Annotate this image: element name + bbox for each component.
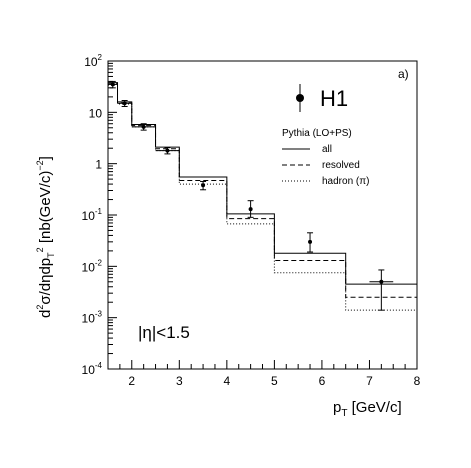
y-tick-label: 10-3: [82, 310, 103, 326]
histogram-dashed: [108, 83, 417, 298]
x-tick-label: 8: [414, 374, 421, 388]
y-tick-label: 10-2: [82, 258, 103, 274]
x-axis-title: pT [GeV/c]: [333, 399, 402, 419]
y-tick-label: 10-4: [82, 361, 103, 377]
y-tick-label: 10-1: [82, 207, 103, 223]
x-tick-labels: 2 3 4 5 6 7 8: [128, 374, 420, 388]
data-point: [122, 101, 127, 106]
y-tick-label: 10: [89, 106, 103, 120]
data-point: [110, 82, 115, 87]
data-point: [165, 148, 170, 153]
panel-label: a): [398, 67, 409, 81]
legend-label-resolved: resolved: [322, 160, 360, 171]
data-point: [379, 279, 384, 284]
model-histograms: [108, 82, 417, 311]
y-tick-label: 102: [84, 53, 102, 69]
data-point: [141, 124, 146, 129]
data-point: [308, 239, 313, 244]
pythia-legend-title: Pythia (LO+PS): [282, 128, 352, 139]
x-tick-label: 2: [128, 374, 135, 388]
x-tick-label: 7: [366, 374, 373, 388]
y-tick-labels: 102 10 1 10-1 10-2 10-3 10-4: [82, 53, 103, 377]
histogram-dotted: [108, 84, 417, 311]
x-tick-label: 4: [224, 374, 231, 388]
legend-label-hadron: hadron (π): [322, 176, 369, 187]
x-tick-label: 6: [319, 374, 326, 388]
data-point: [201, 183, 206, 188]
legend-label-all: all: [322, 144, 332, 155]
axis-ticks: [107, 60, 418, 370]
pythia-legend: Pythia (LO+PS) all resolved hadron (π): [282, 128, 369, 187]
x-tick-label: 5: [271, 374, 278, 388]
x-tick-label: 3: [176, 374, 183, 388]
h1-legend-label: H1: [320, 86, 348, 111]
eta-annotation: |η|<1.5: [138, 323, 190, 342]
histogram-solid: [108, 82, 417, 285]
data-points: [108, 80, 394, 311]
y-axis-title: d2σ/dηdpT2 [nb(GeV/c)−2]: [35, 156, 56, 318]
h1-legend-marker: [296, 94, 304, 102]
data-point: [248, 207, 253, 212]
y-tick-label: 1: [95, 158, 102, 172]
h1-legend: H1: [296, 84, 348, 112]
